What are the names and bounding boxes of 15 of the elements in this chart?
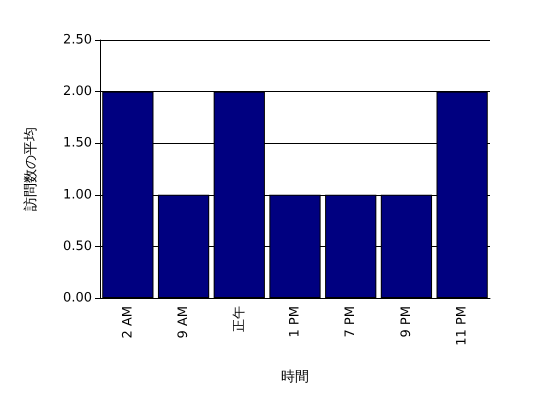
x-tick-label: 2 AM	[120, 306, 136, 339]
x-tick-label: 9 AM	[176, 306, 192, 339]
y-tick-label: 0.00	[63, 290, 92, 306]
y-tick-label: 2.50	[63, 32, 92, 48]
x-tick-label: 正午	[232, 306, 247, 332]
y-tick-label: 0.50	[63, 238, 92, 254]
x-tick-label: 11 PM	[454, 306, 470, 346]
x-axis-title: 時間	[281, 369, 309, 385]
y-tick-label: 1.00	[63, 187, 92, 202]
y-tick-label: 1.50	[63, 136, 92, 151]
y-axis-title: 訪問数の平均	[23, 127, 39, 211]
x-tick-label: 9 PM	[398, 306, 414, 338]
x-tick-label: 7 PM	[343, 306, 358, 338]
x-tick-label: 1 PM	[288, 306, 302, 338]
y-tick-label: 2.00	[63, 84, 92, 100]
